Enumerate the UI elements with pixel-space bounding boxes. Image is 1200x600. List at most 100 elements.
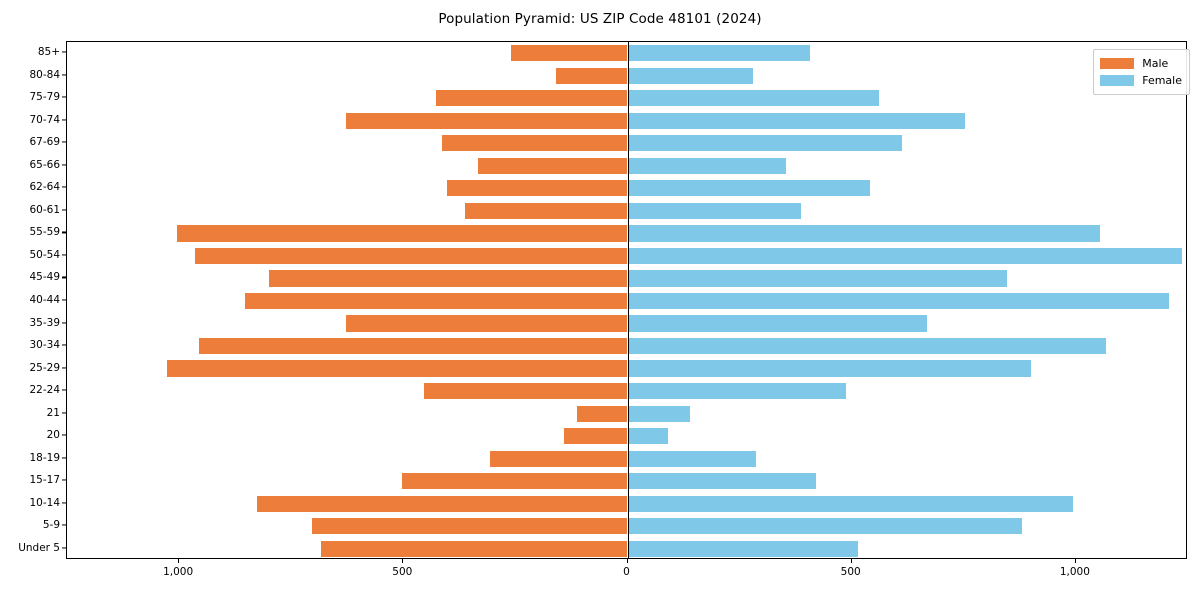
y-axis-tick-mark: [62, 231, 66, 233]
bar-male: [321, 540, 628, 557]
bar-male: [442, 135, 628, 152]
bar-male: [510, 45, 628, 62]
y-axis-tick-mark: [62, 434, 66, 436]
bar-female: [627, 157, 786, 174]
y-axis: Under 5 5-9 10-14 15-17 18-19 20 21 22-24 25-29 3…: [0, 41, 66, 559]
bar-female: [627, 225, 1100, 242]
bars-layer: [67, 42, 1186, 558]
bar-row: [67, 382, 1186, 400]
y-axis-tick-label: 50-54: [29, 248, 60, 261]
bar-row: [67, 112, 1186, 129]
bar-male: [177, 225, 628, 242]
y-axis-tick-mark: [62, 457, 66, 459]
bar-male: [198, 337, 628, 355]
y-axis-tick-mark: [62, 51, 66, 53]
y-axis-tick-mark: [62, 367, 66, 369]
bar-female: [627, 382, 846, 400]
x-axis-tick-mark: [178, 559, 180, 563]
bar-female: [627, 180, 870, 197]
x-axis-tick-label: 500: [840, 566, 861, 578]
bar-row: [67, 90, 1186, 107]
bar-female: [627, 405, 691, 422]
y-axis-tick-mark: [62, 209, 66, 211]
bar-female: [627, 202, 802, 219]
x-axis-tick-mark: [850, 559, 852, 563]
chart-legend: Male Female: [1093, 49, 1190, 95]
bar-male: [245, 292, 628, 310]
y-axis-tick-label: 60-61: [29, 203, 60, 216]
y-axis-tick-label: 18-19: [29, 451, 60, 464]
bar-male: [346, 315, 628, 332]
bar-row: [67, 225, 1186, 242]
legend-item-female[interactable]: Female: [1100, 72, 1182, 89]
bar-female: [627, 315, 927, 332]
y-axis-tick-mark: [62, 96, 66, 98]
bar-male: [446, 180, 628, 197]
bar-female: [627, 360, 1032, 377]
y-axis-tick-mark: [62, 299, 66, 301]
y-axis-tick-mark: [62, 254, 66, 256]
y-axis-tick-mark: [62, 186, 66, 188]
legend-item-male[interactable]: Male: [1100, 55, 1182, 72]
bar-female: [627, 67, 754, 84]
bar-male: [576, 405, 628, 422]
y-axis-tick-mark: [62, 276, 66, 279]
y-axis-tick-label: 30-34: [29, 339, 60, 352]
bar-male: [195, 247, 628, 265]
bar-row: [67, 180, 1186, 197]
bar-female: [627, 337, 1106, 355]
y-axis-tick-label: Under 5: [18, 541, 60, 554]
bar-female: [627, 428, 669, 445]
bar-male: [346, 112, 628, 129]
y-axis-tick-label: 70-74: [29, 113, 60, 126]
chart-title: Population Pyramid: US ZIP Code 48101 (2…: [438, 11, 762, 27]
y-axis-tick-mark: [62, 119, 66, 121]
bar-female: [627, 495, 1073, 512]
y-axis-tick-label: 21: [46, 406, 60, 419]
legend-swatch-female: [1100, 75, 1135, 86]
y-axis-tick-mark: [62, 389, 66, 391]
bar-female: [627, 112, 966, 129]
x-axis-tick-label: 500: [392, 566, 413, 578]
x-axis-tick-mark: [626, 559, 628, 563]
bar-row: [67, 540, 1186, 557]
y-axis-tick-label: 45-49: [29, 271, 60, 284]
bar-row: [67, 45, 1186, 62]
y-axis-tick-mark: [62, 524, 66, 526]
y-axis-tick-label: 25-29: [29, 361, 60, 374]
bar-row: [67, 202, 1186, 219]
bar-male: [436, 90, 628, 107]
legend-swatch-male: [1100, 58, 1135, 69]
y-axis-tick-label: 22-24: [29, 384, 60, 397]
y-axis-tick-label: 35-39: [29, 316, 60, 329]
bar-row: [67, 67, 1186, 84]
x-axis-tick-mark: [1074, 559, 1076, 563]
bar-male: [312, 518, 628, 535]
bar-row: [67, 428, 1186, 445]
y-axis-tick-label: 5-9: [42, 519, 60, 532]
y-axis-tick-label: 55-59: [29, 226, 60, 239]
bar-male: [464, 202, 628, 219]
bar-male: [256, 495, 628, 512]
y-axis-tick-label: 80-84: [29, 68, 60, 81]
y-axis-tick-mark: [62, 502, 66, 504]
plot-area: [66, 41, 1187, 559]
bar-female: [627, 518, 1023, 535]
y-axis-tick-label: 65-66: [29, 158, 60, 171]
bar-male: [489, 450, 628, 467]
bar-male: [424, 382, 628, 400]
bar-row: [67, 292, 1186, 310]
legend-label: Male: [1142, 57, 1169, 70]
bar-row: [67, 360, 1186, 377]
y-axis-tick-mark: [62, 412, 66, 414]
bar-male: [402, 473, 628, 490]
bar-female: [627, 450, 757, 467]
y-axis-tick-mark: [62, 479, 66, 481]
y-axis-tick-mark: [62, 321, 66, 324]
y-axis-tick-mark: [62, 164, 66, 166]
y-axis-tick-label: 85+: [37, 46, 60, 59]
x-axis-tick-label: 0: [623, 566, 630, 578]
bar-row: [67, 135, 1186, 152]
y-axis-tick-mark: [62, 141, 66, 143]
bar-female: [627, 540, 858, 557]
